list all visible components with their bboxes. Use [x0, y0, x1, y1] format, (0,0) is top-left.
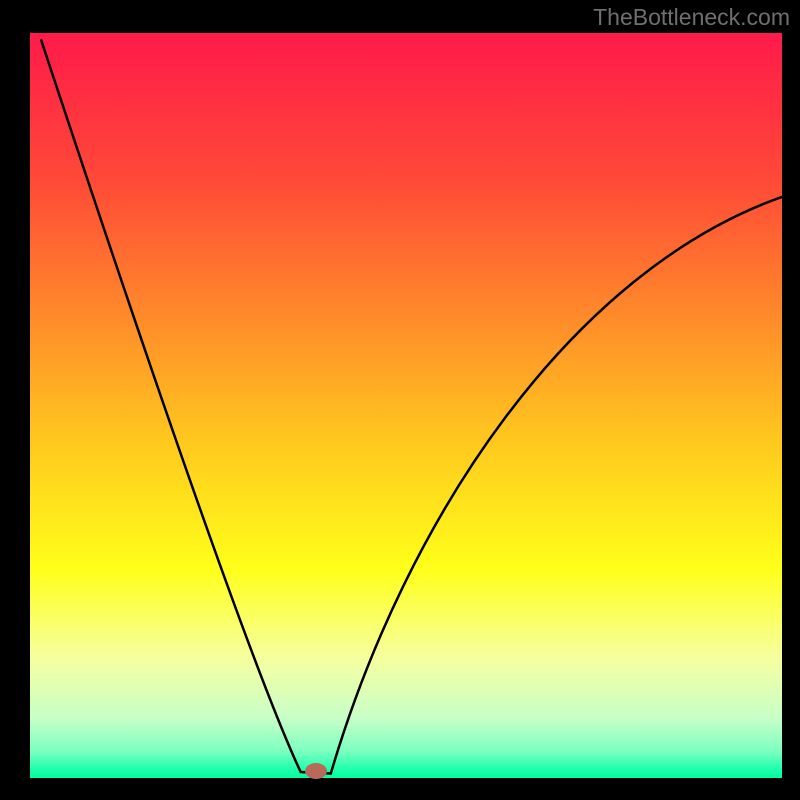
curve-svg — [30, 33, 782, 778]
chart-container: TheBottleneck.com — [0, 0, 800, 800]
optimum-marker — [305, 763, 327, 779]
watermark-text: TheBottleneck.com — [593, 4, 790, 31]
plot-area — [30, 33, 782, 778]
bottleneck-curve — [41, 40, 782, 773]
